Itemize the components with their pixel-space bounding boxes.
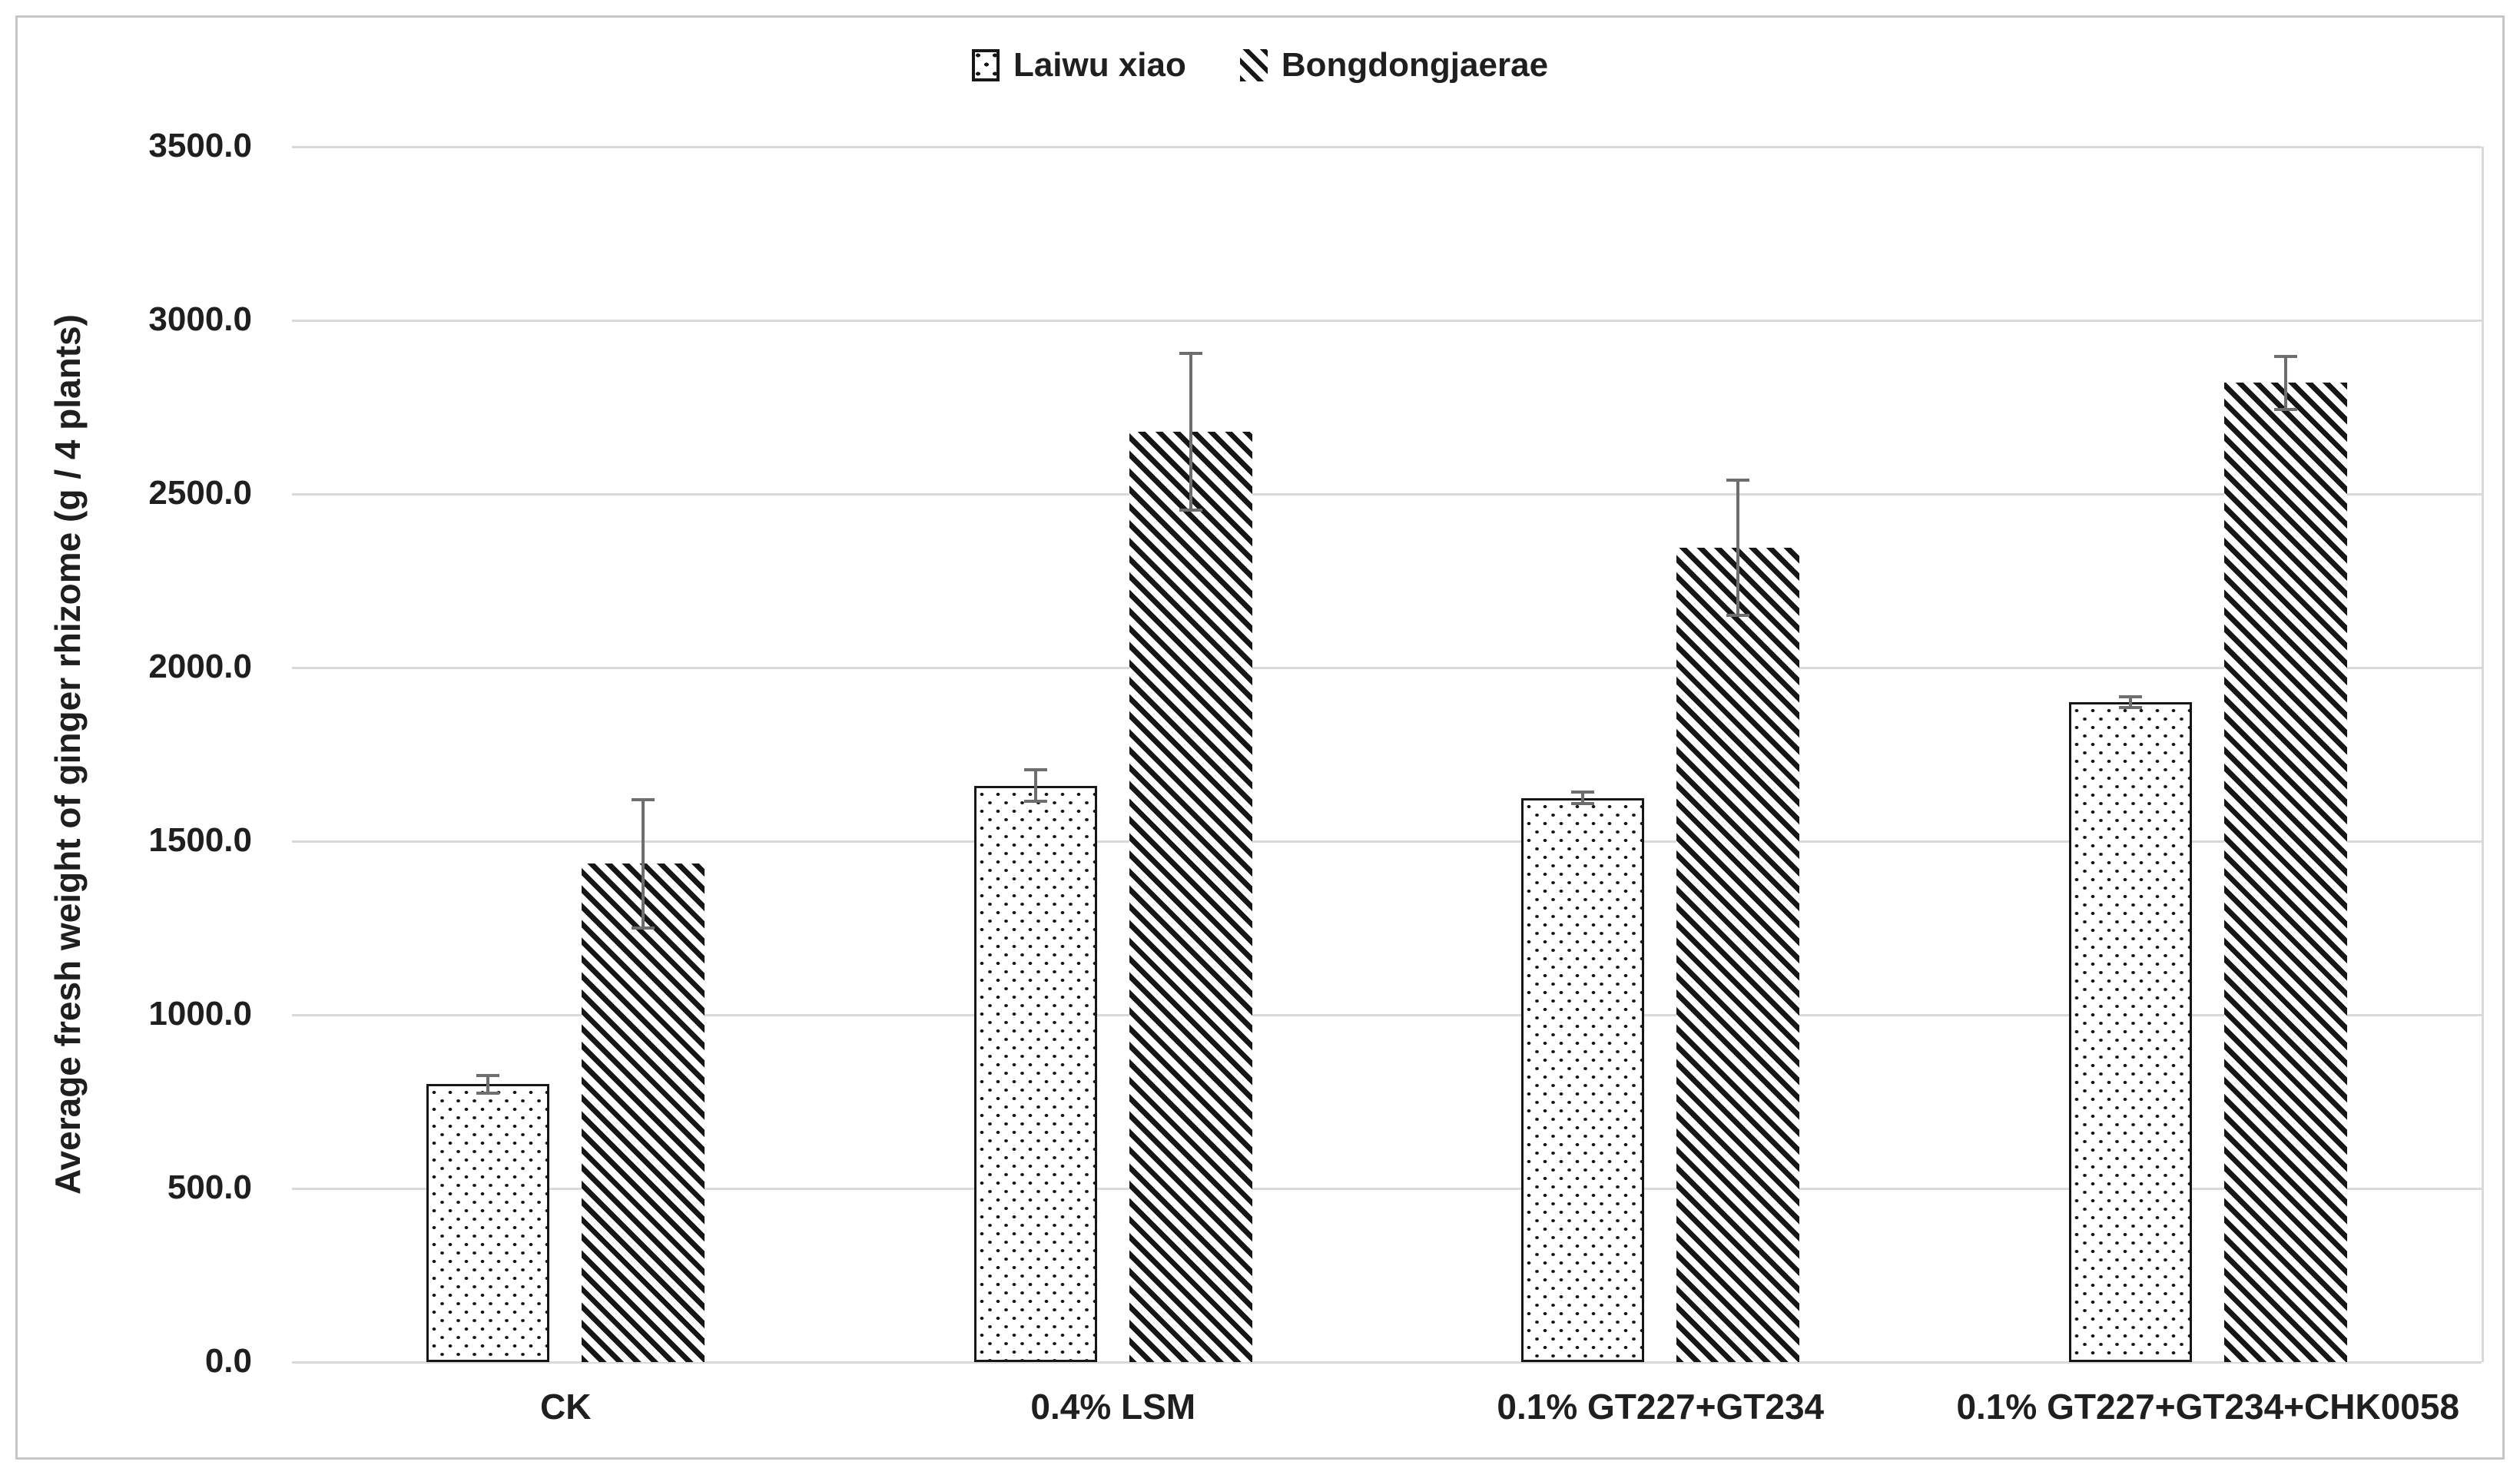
error-bar-cap (1571, 801, 1595, 805)
legend-item-label: Bongdongjaerae (1281, 46, 1549, 84)
x-axis-category-label: 0.1% GT227+GT234 (1497, 1387, 1825, 1427)
error-bar-line (1189, 351, 1192, 512)
error-bar-cap (2273, 355, 2297, 359)
gridline (292, 666, 2482, 669)
error-bar-cap (2118, 706, 2142, 710)
bar-bongdongjaerae (2223, 383, 2347, 1362)
error-bar (476, 1073, 500, 1095)
y-axis-title: Average fresh weight of ginger rhizome (… (48, 314, 88, 1195)
error-bar (2118, 695, 2142, 710)
bar-bongdongjaerae (1129, 431, 1252, 1362)
y-axis-tick-label: 2000.0 (148, 648, 252, 685)
x-axis-category-label: 0.1% GT227+GT234+CHK0058 (1956, 1387, 2460, 1427)
error-bar-cap (1726, 478, 1750, 482)
error-bar (1571, 791, 1595, 805)
error-bar-line (486, 1073, 490, 1095)
gridline (292, 1187, 2482, 1190)
error-bar (1726, 478, 1750, 618)
error-bar-cap (632, 926, 655, 930)
bar-bongdongjaerae (1676, 548, 1800, 1362)
error-bar-cap (632, 797, 655, 801)
error-bar-cap (1023, 800, 1047, 804)
error-bar-cap (1726, 614, 1750, 618)
y-axis-tick-label: 500.0 (167, 1168, 252, 1206)
error-bar-line (1581, 791, 1585, 805)
error-bar (1023, 768, 1047, 804)
bar-laiwu-xiao (2068, 702, 2192, 1362)
bar-laiwu-xiao (973, 785, 1097, 1362)
error-bar-line (2283, 355, 2287, 411)
gridline (292, 1013, 2482, 1016)
error-bar-cap (2273, 407, 2297, 411)
y-axis-tick-label: 3500.0 (148, 127, 252, 164)
x-axis-category-label: 0.4% LSM (1030, 1387, 1196, 1427)
diagonal-hatch-icon (1239, 49, 1268, 81)
error-bar-cap (476, 1073, 500, 1077)
error-bar-cap (1179, 351, 1202, 355)
error-bar-cap (476, 1091, 500, 1095)
error-bar (1179, 351, 1202, 512)
y-axis-tick-label: 2500.0 (148, 474, 252, 512)
x-axis-category-label: CK (540, 1387, 592, 1427)
bar-laiwu-xiao (426, 1084, 550, 1362)
plot-area (292, 145, 2482, 1364)
plot-right-edge-line (2482, 147, 2484, 1362)
dotted-square-icon (971, 49, 1000, 81)
error-bar (632, 797, 655, 930)
gridline (292, 1361, 2482, 1364)
bar-laiwu-xiao (1521, 797, 1645, 1362)
error-bar-cap (2118, 695, 2142, 699)
legend-item-label: Laiwu xiao (1013, 46, 1186, 84)
error-bar-line (642, 797, 645, 930)
gridline (292, 145, 2482, 148)
gridline (292, 319, 2482, 322)
error-bar (2273, 355, 2297, 411)
gridline (292, 492, 2482, 496)
error-bar-cap (1023, 768, 1047, 772)
error-bar-line (2128, 695, 2132, 710)
bar-bongdongjaerae (582, 863, 705, 1362)
gridline (292, 840, 2482, 843)
error-bar-line (1033, 768, 1037, 804)
legend-item-laiwu-xiao: Laiwu xiao (971, 46, 1186, 85)
y-axis-tick-label: 0.0 (204, 1342, 252, 1380)
chart-legend: Laiwu xiao Bongdongjaerae (0, 46, 2520, 85)
legend-item-bongdongjaerae: Bongdongjaerae (1239, 46, 1549, 85)
y-axis-tick-label: 1000.0 (148, 995, 252, 1032)
y-axis-tick-label: 1500.0 (148, 821, 252, 859)
y-axis-tick-label: 3000.0 (148, 300, 252, 338)
error-bar-cap (1179, 508, 1202, 512)
error-bar-line (1736, 478, 1740, 618)
error-bar-cap (1571, 791, 1595, 794)
